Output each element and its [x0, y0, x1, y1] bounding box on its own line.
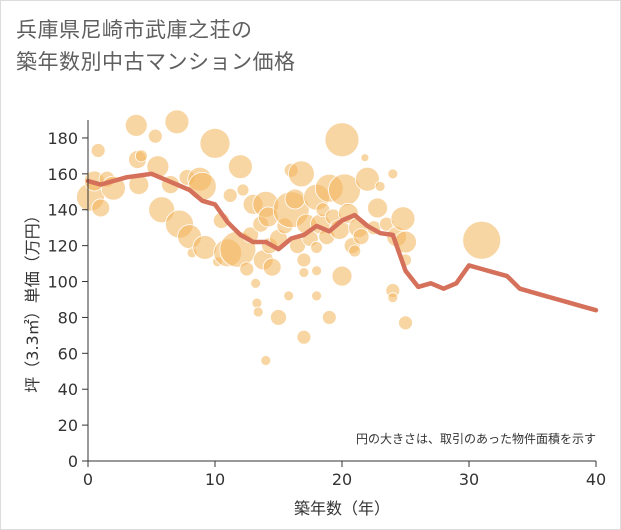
chart-title: 兵庫県尼崎市武庫之荘の 築年数別中古マンション価格	[16, 14, 296, 78]
chart-title-line1: 兵庫県尼崎市武庫之荘の	[16, 18, 253, 42]
bubble-34	[251, 297, 263, 309]
bubble-54	[296, 329, 312, 345]
bubble-39	[260, 355, 272, 366]
bubble-60	[311, 290, 323, 302]
bubble-layer	[76, 109, 502, 366]
chart-title-line2: 築年数別中古マンション価格	[16, 50, 296, 74]
bubble-33	[250, 277, 262, 289]
bubble-80	[374, 181, 386, 192]
y-tick-label-140: 140	[47, 201, 78, 220]
bubble-20	[187, 172, 217, 201]
bubble-82	[387, 168, 399, 180]
bubble-77	[354, 166, 380, 192]
bubble-73	[348, 244, 362, 258]
y-tick-label-0: 0	[68, 452, 78, 471]
bubble-86	[390, 206, 416, 232]
bubble-58	[310, 241, 324, 254]
bubble-10	[147, 128, 163, 144]
bubble-68	[324, 122, 360, 158]
bubble-51	[287, 160, 315, 188]
bubble-46	[283, 290, 295, 302]
bubble-75	[352, 228, 370, 246]
trend-line-layer	[85, 171, 599, 313]
bubble-3	[91, 198, 111, 218]
bubble-44	[270, 309, 287, 326]
y-tick-label-160: 160	[47, 165, 78, 184]
bubble-22	[199, 127, 231, 159]
bubble-21	[192, 235, 218, 260]
bubble-69	[331, 265, 353, 287]
y-tick-label-40: 40	[58, 380, 78, 399]
bubble-79	[367, 197, 388, 219]
x-tick-label-10: 10	[205, 470, 225, 489]
bubble-42	[262, 257, 282, 277]
trend-line-0	[85, 171, 599, 313]
y-axis-title: 坪（3.3㎡）単価（万円）	[23, 207, 42, 392]
y-tick-label-120: 120	[47, 237, 78, 256]
bubble-2	[90, 143, 106, 158]
bubble-52	[296, 252, 312, 268]
bubble-30	[239, 261, 255, 277]
y-tick-label-20: 20	[58, 416, 78, 435]
bubble-84	[387, 292, 399, 304]
x-tick-label-0: 0	[83, 470, 93, 489]
y-tick-label-100: 100	[47, 273, 78, 292]
bubble-49	[284, 188, 306, 210]
bubble-9	[134, 149, 148, 163]
bubble-26	[222, 187, 238, 203]
bubble-89	[398, 315, 413, 331]
y-tick-label-180: 180	[47, 129, 78, 148]
bubble-6	[124, 113, 148, 137]
bubble-size-note: 円の大きさは、取引のあった物件面積を示す	[356, 431, 596, 446]
x-tick-label-30: 30	[459, 470, 479, 489]
bubble-90	[462, 220, 502, 260]
y-tick-label-80: 80	[58, 308, 78, 327]
axes-layer: 0 20 40 60 80 100 120 140 160 180 0 10 20 30 40	[47, 120, 606, 489]
x-tick-label-20: 20	[332, 470, 352, 489]
y-tick-label-60: 60	[58, 344, 78, 363]
bubble-59	[311, 265, 323, 277]
x-tick-label-40: 40	[586, 470, 606, 489]
bubble-28	[227, 154, 253, 180]
bubble-65	[321, 310, 337, 325]
bubble-76	[360, 153, 370, 163]
bubble-53	[298, 267, 310, 278]
bubble-29	[236, 183, 250, 197]
x-axis-title: 築年数（年）	[294, 499, 390, 518]
bubble-35	[252, 306, 264, 318]
bubble-14	[164, 109, 190, 135]
